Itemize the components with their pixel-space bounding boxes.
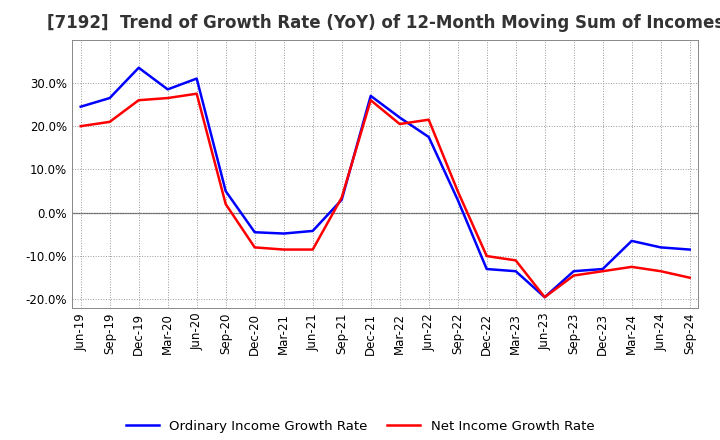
Net Income Growth Rate xyxy=(685,275,694,280)
Line: Ordinary Income Growth Rate: Ordinary Income Growth Rate xyxy=(81,68,690,297)
Net Income Growth Rate xyxy=(251,245,259,250)
Net Income Growth Rate xyxy=(163,95,172,101)
Net Income Growth Rate xyxy=(482,253,491,259)
Ordinary Income Growth Rate xyxy=(338,197,346,202)
Net Income Growth Rate xyxy=(135,98,143,103)
Ordinary Income Growth Rate xyxy=(221,188,230,194)
Net Income Growth Rate xyxy=(221,202,230,207)
Ordinary Income Growth Rate xyxy=(76,104,85,109)
Ordinary Income Growth Rate xyxy=(366,93,375,99)
Net Income Growth Rate xyxy=(105,119,114,125)
Ordinary Income Growth Rate xyxy=(279,231,288,236)
Ordinary Income Growth Rate xyxy=(424,134,433,139)
Net Income Growth Rate xyxy=(627,264,636,270)
Net Income Growth Rate xyxy=(192,91,201,96)
Ordinary Income Growth Rate xyxy=(454,197,462,202)
Ordinary Income Growth Rate xyxy=(482,266,491,271)
Legend: Ordinary Income Growth Rate, Net Income Growth Rate: Ordinary Income Growth Rate, Net Income … xyxy=(120,414,600,438)
Title: [7192]  Trend of Growth Rate (YoY) of 12-Month Moving Sum of Incomes: [7192] Trend of Growth Rate (YoY) of 12-… xyxy=(47,15,720,33)
Net Income Growth Rate xyxy=(338,195,346,200)
Ordinary Income Growth Rate xyxy=(598,266,607,271)
Net Income Growth Rate xyxy=(598,268,607,274)
Line: Net Income Growth Rate: Net Income Growth Rate xyxy=(81,94,690,297)
Ordinary Income Growth Rate xyxy=(627,238,636,244)
Net Income Growth Rate xyxy=(511,258,520,263)
Ordinary Income Growth Rate xyxy=(135,65,143,70)
Ordinary Income Growth Rate xyxy=(308,228,317,234)
Ordinary Income Growth Rate xyxy=(105,95,114,101)
Ordinary Income Growth Rate xyxy=(163,87,172,92)
Ordinary Income Growth Rate xyxy=(685,247,694,252)
Net Income Growth Rate xyxy=(570,273,578,278)
Net Income Growth Rate xyxy=(424,117,433,122)
Net Income Growth Rate xyxy=(657,268,665,274)
Ordinary Income Growth Rate xyxy=(570,268,578,274)
Net Income Growth Rate xyxy=(279,247,288,252)
Ordinary Income Growth Rate xyxy=(657,245,665,250)
Net Income Growth Rate xyxy=(366,98,375,103)
Net Income Growth Rate xyxy=(454,188,462,194)
Ordinary Income Growth Rate xyxy=(395,115,404,120)
Net Income Growth Rate xyxy=(308,247,317,252)
Ordinary Income Growth Rate xyxy=(251,230,259,235)
Net Income Growth Rate xyxy=(76,124,85,129)
Ordinary Income Growth Rate xyxy=(541,294,549,300)
Ordinary Income Growth Rate xyxy=(511,268,520,274)
Net Income Growth Rate xyxy=(395,121,404,127)
Ordinary Income Growth Rate xyxy=(192,76,201,81)
Net Income Growth Rate xyxy=(541,294,549,300)
